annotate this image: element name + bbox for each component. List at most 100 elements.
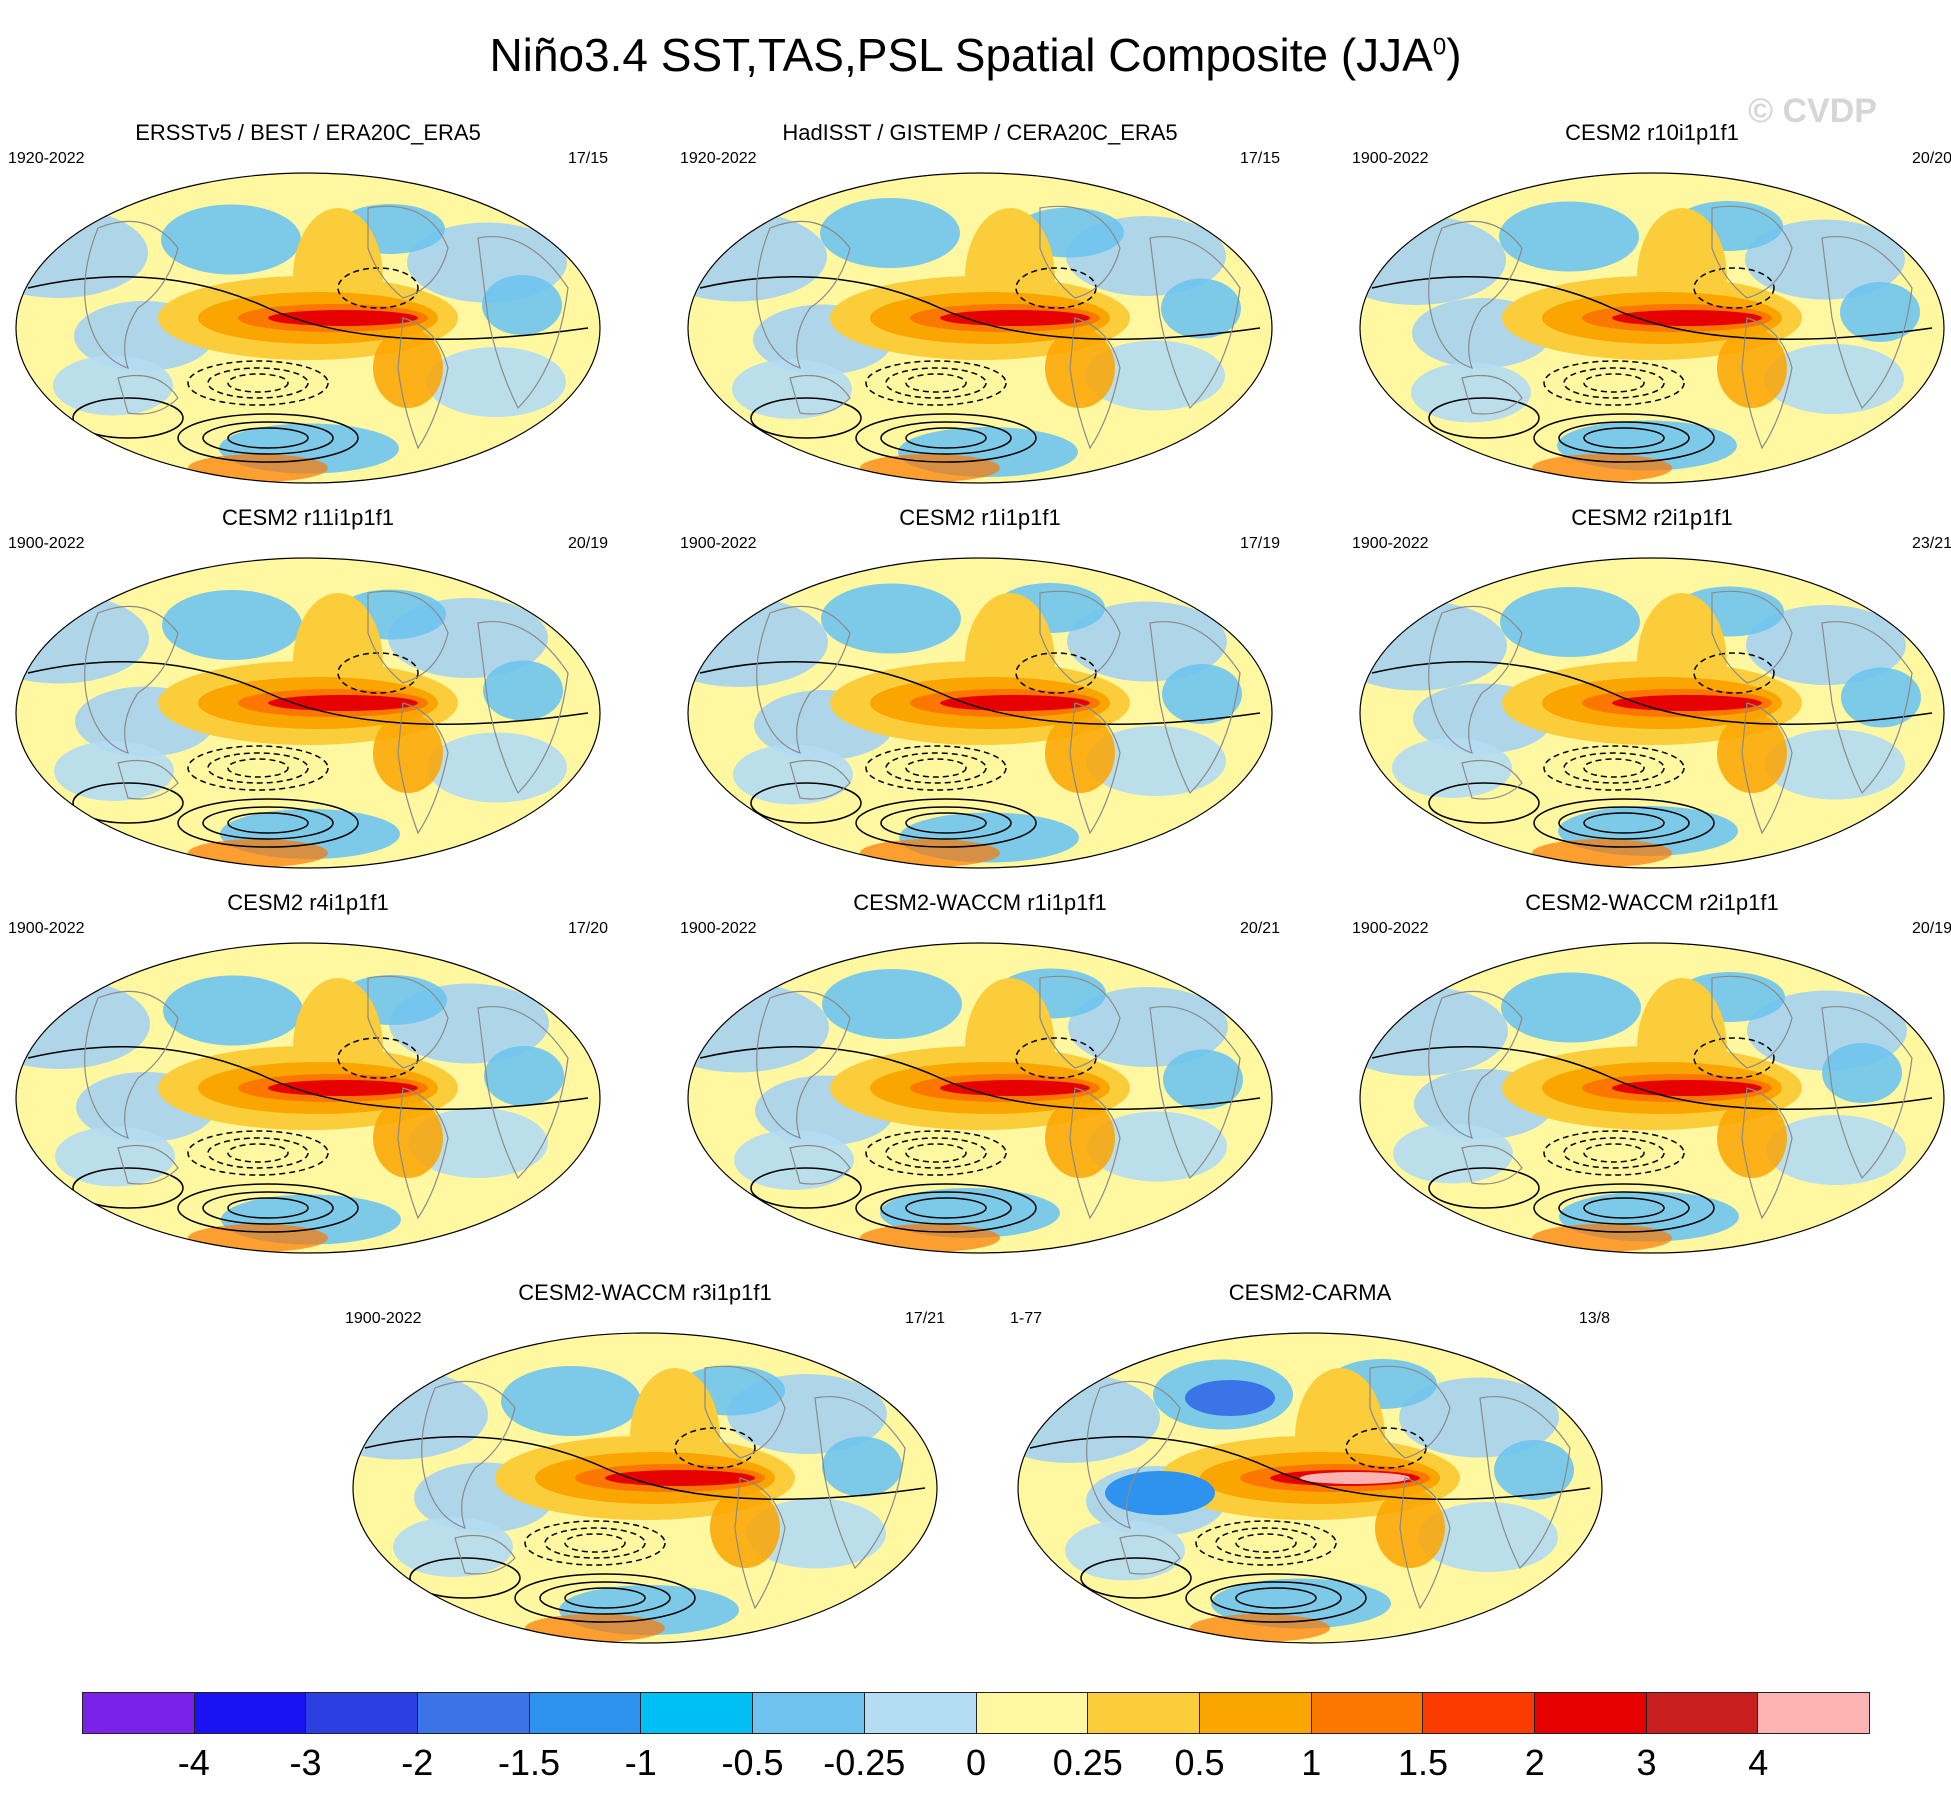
map-field [16,173,600,483]
map-panel: CESM2-WACCM r2i1p1f1 1900-2022 20/19 [1352,890,1951,1270]
colorbar-label: -3 [289,1742,322,1783]
panel-count: 20/19 [1911,920,1951,937]
map-panel: CESM2-WACCM r1i1p1f1 1900-2022 20/21 [680,890,1280,1270]
cvdp-watermark: © CVDP [1748,92,1877,130]
panel-years: 1900-2022 [1352,920,1429,937]
map-field [1360,943,1944,1253]
colorbar-label: -4 [177,1742,210,1783]
panel-title: CESM2-WACCM r2i1p1f1 [1525,890,1779,915]
panel-count: 20/21 [1239,920,1280,937]
map-field [353,1333,937,1643]
map-field [1360,558,1944,868]
panel-map [687,942,1273,1254]
colorbar-swatch [641,1693,754,1733]
panel-title: ERSSTv5 / BEST / ERA20C_ERA5 [135,120,481,145]
panel-count: 17/15 [567,150,608,167]
panel-years: 1920-2022 [680,150,757,167]
colorbar-swatch [418,1693,530,1733]
colorbar-label: -1 [624,1742,657,1783]
panel-map [352,1332,938,1644]
colorbar-swatch [1423,1693,1535,1733]
panel-map [1359,557,1945,869]
colorbar-label: 2 [1524,1742,1545,1783]
colorbar-label: 1 [1301,1742,1322,1783]
colorbar-labels: -4 -3 -2 -1.5 -1 -0.5 -0.25 0 0.25 0.5 1 1.5 2 3 4 [0,1742,1951,1786]
panel-map [687,172,1273,484]
map-panel: ERSSTv5 / BEST / ERA20C_ERA5 1920-2022 17/… [8,120,608,500]
colorbar-swatch [1311,1693,1424,1733]
panel-map [15,942,601,1254]
figure-title: Niño3.4 SST,TAS,PSL Spatial Composite (J… [489,29,1462,81]
colorbar-swatch [864,1693,977,1733]
panel-count: 20/20 [1911,150,1951,167]
map-panel: CESM2-WACCM r3i1p1f1 1900-2022 17/21 [345,1280,945,1660]
colorbar-swatch [529,1693,642,1733]
colorbar-swatch [1758,1693,1869,1733]
panel-count: 17/20 [567,920,608,937]
colorbar-swatch [306,1693,419,1733]
map-panel: CESM2 r10i1p1f1 1900-2022 20/20 [1352,120,1951,500]
map-panel: HadISST / GISTEMP / CERA20C_ERA5 1920-202… [680,120,1280,500]
map-panel: CESM2 r1i1p1f1 1900-2022 17/19 [680,505,1280,885]
map-field [1018,1333,1602,1643]
colorbar-swatch [976,1693,1089,1733]
colorbar-swatch [1646,1693,1759,1733]
map-panel: CESM2 r11i1p1f1 1900-2022 20/19 [8,505,608,885]
panel-map [15,557,601,869]
colorbar-swatch [753,1693,865,1733]
colorbar-label: -0.25 [823,1742,906,1783]
map-field [16,943,600,1253]
panel-map [1359,172,1945,484]
panel-title: CESM2-WACCM r3i1p1f1 [518,1280,772,1305]
panel-years: 1900-2022 [8,920,85,937]
map-field [688,558,1272,868]
colorbar-swatch [1199,1693,1312,1733]
colorbar [82,1692,1870,1734]
panel-count: 13/8 [1578,1310,1610,1327]
panel-map [1359,942,1945,1254]
panel-count: 17/15 [1239,150,1280,167]
panel-title: CESM2 r4i1p1f1 [227,890,389,915]
panel-title: HadISST / GISTEMP / CERA20C_ERA5 [782,120,1178,145]
panel-years: 1900-2022 [680,535,757,552]
panel-count: 23/21 [1911,535,1951,552]
panel-title: CESM2 r2i1p1f1 [1571,505,1733,530]
map-field [688,173,1272,483]
panel-years: 1900-2022 [1352,150,1429,167]
colorbar-swatch [194,1693,307,1733]
panel-years: 1-77 [1010,1310,1043,1327]
panel-years: 1900-2022 [8,535,85,552]
panel-count: 17/19 [1239,535,1280,552]
panel-title: CESM2 r10i1p1f1 [1565,120,1739,145]
panel-title: CESM2 r11i1p1f1 [221,505,394,530]
colorbar-label: -0.5 [721,1742,784,1783]
colorbar-label: 3 [1636,1742,1657,1783]
panel-title: CESM2 r1i1p1f1 [899,505,1061,530]
colorbar-label: -2 [401,1742,434,1783]
colorbar-label: -1.5 [497,1742,561,1783]
colorbar-swatch [83,1693,195,1733]
colorbar-label: 4 [1748,1742,1769,1783]
panel-years: 1920-2022 [8,150,85,167]
colorbar-swatch [1088,1693,1200,1733]
panel-count: 17/21 [904,1310,945,1327]
panel-years: 1900-2022 [680,920,757,937]
map-panel: CESM2 r2i1p1f1 1900-2022 23/21 [1352,505,1951,885]
map-field [1360,173,1944,483]
panel-count: 20/19 [567,535,608,552]
colorbar-label: 0 [965,1742,987,1783]
panel-years: 1900-2022 [1352,535,1429,552]
colorbar-label: 0.5 [1174,1742,1225,1783]
map-panel: CESM2 r4i1p1f1 1900-2022 17/20 [8,890,608,1270]
panel-years: 1900-2022 [345,1310,422,1327]
map-field [16,558,600,868]
panel-title: CESM2-CARMA [1228,1280,1392,1305]
panel-map [15,172,601,484]
map-panel: CESM2-CARMA 1-77 13/8 [1010,1280,1610,1660]
panel-title: CESM2-WACCM r1i1p1f1 [853,890,1107,915]
panel-map [1017,1332,1603,1644]
colorbar-label: 0.25 [1052,1742,1123,1783]
panel-map [687,557,1273,869]
colorbar-label: 1.5 [1397,1742,1449,1783]
map-field [688,943,1272,1253]
